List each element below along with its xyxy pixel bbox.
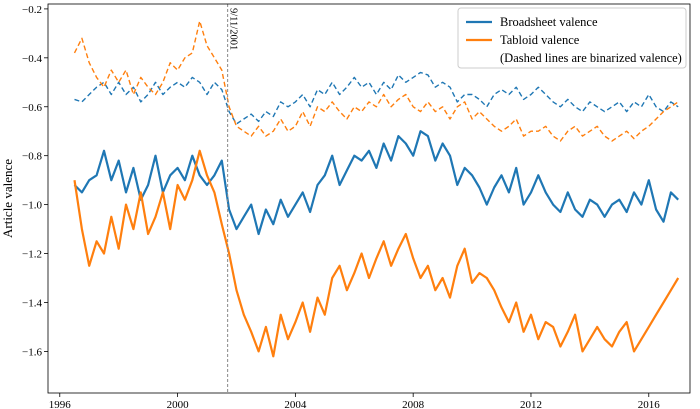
- y-tick-label: −1.0: [22, 200, 42, 212]
- x-tick-label: 2008: [402, 399, 425, 409]
- x-tick-label: 2000: [167, 399, 190, 409]
- legend-box: [457, 7, 687, 69]
- legend: Broadsheet valence Tabloid valence (Dashed…: [457, 7, 687, 69]
- annotation-label: 9/11/2001: [228, 8, 239, 50]
- series-line-tabloid-binarized-valence: [73, 20, 679, 142]
- y-tick-label: −1.6: [22, 346, 42, 358]
- y-tick-label: −1.4: [22, 297, 42, 309]
- x-tick-label: 2016: [638, 399, 661, 409]
- x-tick-label: 1996: [49, 399, 72, 409]
- annotation-group: 9/11/2001: [227, 4, 239, 393]
- y-tick-label: −1.2: [22, 249, 42, 261]
- series-group: [73, 20, 680, 358]
- y-axis-label: Article valence: [0, 159, 15, 238]
- series-line-broadsheet-valence: [73, 130, 679, 236]
- x-tick-label: 2004: [284, 399, 307, 409]
- y-tick-label: −0.6: [22, 102, 42, 114]
- series-line-broadsheet-binarized-valence: [74, 71, 679, 125]
- x-axis-ticks: 1996 2000 2004 2008 2012 2016: [49, 393, 660, 409]
- plot-frame: [47, 3, 691, 394]
- series-line-tabloid-valence: [73, 149, 680, 358]
- y-tick-label: −0.2: [22, 4, 42, 16]
- legend-note: (Dashed lines are binarized valence): [500, 51, 682, 65]
- y-tick-label: −0.8: [22, 151, 42, 163]
- y-tick-label: −0.4: [22, 53, 42, 65]
- y-axis-ticks: −1.6 −1.4 −1.2 −1.0 −0.8 −0.6 −0.4 −0.2: [22, 4, 48, 358]
- legend-label-broadsheet-valence: Broadsheet valence: [500, 15, 598, 29]
- x-tick-label: 2012: [520, 399, 542, 409]
- legend-label-tabloid-valence: Tabloid valence: [500, 33, 580, 47]
